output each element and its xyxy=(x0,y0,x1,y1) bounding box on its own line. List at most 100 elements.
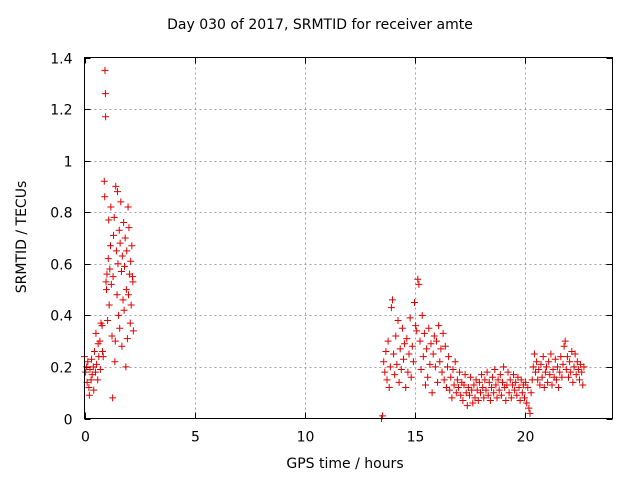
data-point xyxy=(387,304,395,312)
data-point xyxy=(111,337,119,345)
y-tick-label: 0.4 xyxy=(50,309,72,325)
data-point xyxy=(113,291,121,299)
y-tick-label: 0 xyxy=(64,413,73,429)
data-point xyxy=(580,363,588,371)
data-point xyxy=(534,376,542,384)
data-point xyxy=(405,350,413,358)
data-point xyxy=(453,376,461,384)
data-point xyxy=(486,396,494,404)
data-point xyxy=(515,384,523,392)
data-point xyxy=(435,322,443,330)
y-axis-ticks: 0 0.2 0.4 0.6 0.8 1 1.2 1.4 xyxy=(50,52,613,429)
data-point xyxy=(396,345,404,353)
data-point xyxy=(488,384,495,392)
data-point xyxy=(470,381,478,389)
data-point xyxy=(541,368,549,376)
data-point xyxy=(466,391,473,399)
data-point xyxy=(412,322,420,330)
data-point xyxy=(450,381,458,389)
data-point xyxy=(518,389,526,397)
data-point xyxy=(500,363,508,371)
data-point xyxy=(393,360,401,368)
data-point xyxy=(116,324,124,332)
data-point xyxy=(419,353,427,361)
data-point xyxy=(125,224,133,232)
data-point xyxy=(402,384,410,392)
data-point xyxy=(556,368,564,376)
data-point xyxy=(104,255,112,263)
data-point xyxy=(445,353,453,361)
x-tick-label: 20 xyxy=(517,430,535,446)
data-point xyxy=(459,396,467,404)
x-axis-ticks: 0 5 10 15 20 xyxy=(81,57,535,446)
data-point xyxy=(426,360,434,368)
data-point xyxy=(127,301,135,309)
x-axis-label: GPS time / hours xyxy=(286,456,404,472)
data-point xyxy=(84,358,92,366)
data-point xyxy=(122,363,130,371)
grid-lines xyxy=(84,57,613,419)
y-tick-label: 0.2 xyxy=(50,361,72,377)
data-point xyxy=(107,280,115,288)
data-point xyxy=(565,373,572,381)
data-point xyxy=(384,337,392,345)
data-point xyxy=(523,399,531,407)
data-point xyxy=(411,298,418,306)
data-point xyxy=(115,311,123,319)
data-point xyxy=(517,376,525,384)
data-point xyxy=(102,278,110,286)
data-point xyxy=(563,353,571,361)
data-point xyxy=(578,368,586,376)
data-point xyxy=(127,257,135,265)
data-point xyxy=(380,358,388,366)
data-point xyxy=(124,203,132,211)
data-point xyxy=(98,322,106,330)
data-point xyxy=(467,373,475,381)
data-point xyxy=(522,378,530,386)
data-point xyxy=(118,252,126,260)
data-point xyxy=(571,350,579,358)
data-point xyxy=(507,394,515,402)
data-point xyxy=(559,360,567,368)
data-point xyxy=(511,386,519,394)
data-point xyxy=(512,378,520,386)
data-point xyxy=(119,296,127,304)
data-point xyxy=(483,368,491,376)
data-point xyxy=(99,347,107,355)
data-point xyxy=(114,260,122,268)
data-point xyxy=(427,340,435,348)
data-point xyxy=(122,286,130,294)
data-point xyxy=(125,291,132,299)
data-point xyxy=(381,368,389,376)
data-point xyxy=(391,371,399,379)
data-point xyxy=(449,366,457,374)
data-point xyxy=(510,371,517,379)
data-point xyxy=(457,391,465,399)
data-point xyxy=(407,373,415,381)
data-point xyxy=(106,265,114,273)
data-point xyxy=(385,384,393,392)
data-point xyxy=(117,198,125,206)
data-point xyxy=(452,389,460,397)
data-point xyxy=(397,366,405,374)
y-tick-label: 0.6 xyxy=(50,258,72,274)
data-point xyxy=(549,366,557,374)
data-point xyxy=(400,355,407,363)
data-point xyxy=(420,329,428,337)
data-point xyxy=(492,381,500,389)
data-point xyxy=(123,247,131,255)
data-point xyxy=(425,324,433,332)
data-point xyxy=(109,273,117,281)
data-point xyxy=(439,329,447,337)
data-point xyxy=(109,394,117,402)
data-point xyxy=(96,337,104,345)
data-point xyxy=(545,358,553,366)
data-point xyxy=(406,314,414,322)
data-point xyxy=(480,394,488,402)
data-point xyxy=(403,335,411,343)
data-point xyxy=(99,353,107,361)
data-point xyxy=(496,371,504,379)
data-point xyxy=(128,242,136,250)
data-point xyxy=(569,378,577,386)
data-point xyxy=(106,242,114,250)
